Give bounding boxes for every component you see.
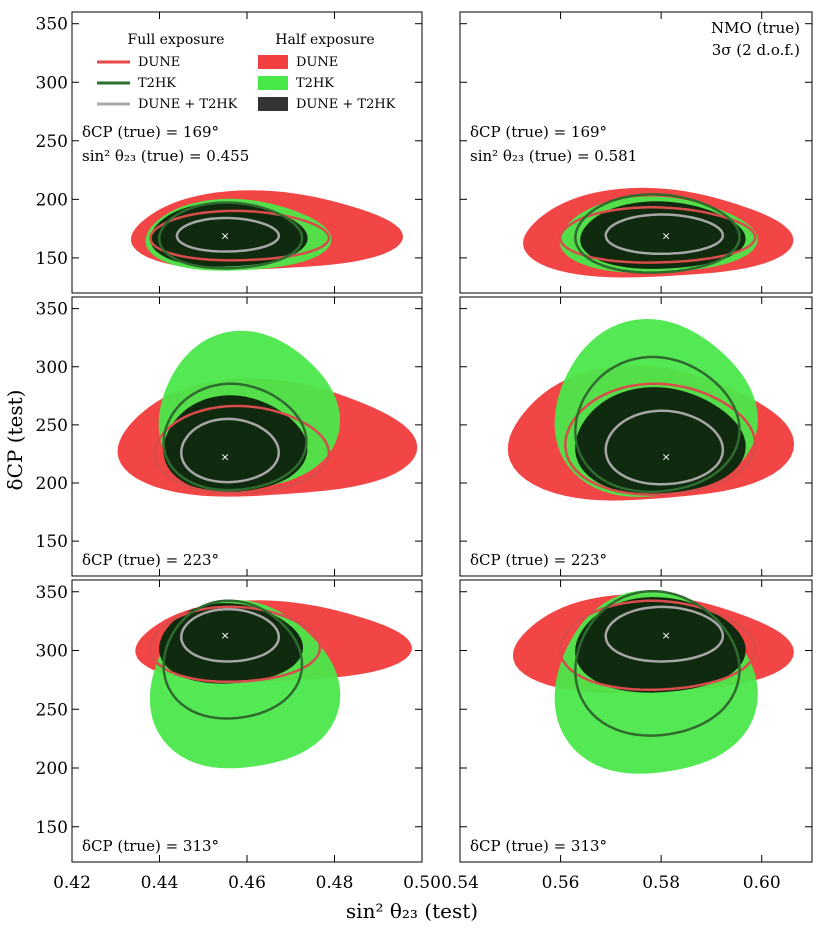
full-dune-contour <box>558 206 757 264</box>
y-tick-label: 350 <box>36 15 68 35</box>
true-s23-label: sin² θ₂₃ (true) = 0.455 <box>82 147 249 165</box>
half-combined-region <box>159 603 303 684</box>
x-axis-title: sin² θ₂₃ (test) <box>346 899 478 923</box>
y-tick-label: 300 <box>36 642 68 662</box>
panel-1-0: × <box>117 330 418 497</box>
half-combined-region <box>575 597 746 693</box>
true-dcp-label: δCP (true) = 169° <box>470 123 607 141</box>
true-dcp-label: δCP (true) = 169° <box>82 123 219 141</box>
y-tick-label: 250 <box>36 416 68 436</box>
y-tick-label: 300 <box>36 358 68 378</box>
panel-1-1: × <box>507 319 795 501</box>
full-combined-contour <box>175 216 281 253</box>
full-combined-contour <box>180 417 280 484</box>
y-tick-label: 250 <box>36 700 68 720</box>
panel-frame <box>459 296 813 577</box>
legend-full-title: Full exposure <box>128 32 225 48</box>
x-tick-label: 0.56 <box>542 873 580 893</box>
half-combined-region <box>150 202 308 267</box>
x-tick-label: 0.50 <box>403 873 441 893</box>
sigma-note: 3σ (2 d.o.f.) <box>712 41 800 59</box>
full-t2hk-contour <box>574 590 741 737</box>
true-s23-label: sin² θ₂₃ (true) = 0.581 <box>470 147 637 165</box>
true-point-marker: × <box>221 450 230 463</box>
y-axis-title: δCP (test) <box>3 390 27 491</box>
y-tick-label: 350 <box>36 300 68 320</box>
y-tick-label: 300 <box>36 73 68 93</box>
true-point-marker: × <box>221 629 230 642</box>
y-tick-label: 200 <box>36 474 68 494</box>
panel-2-1: × <box>512 590 794 774</box>
true-dcp-label: δCP (true) = 313° <box>470 837 607 855</box>
panel-frame <box>459 579 813 863</box>
legend-half-label: T2HK <box>296 76 334 91</box>
full-t2hk-contour <box>574 193 741 274</box>
legend-half-swatch <box>258 97 288 111</box>
y-tick-label: 350 <box>36 583 68 603</box>
true-point-marker: × <box>221 230 230 243</box>
panel-0-1: × <box>523 187 794 278</box>
ordering-note: NMO (true) <box>711 19 800 37</box>
full-combined-contour <box>604 213 725 256</box>
legend-full-label: T2HK <box>138 76 176 91</box>
legend-half-swatch <box>258 55 288 69</box>
full-combined-contour <box>604 409 725 486</box>
x-tick-label: 0.44 <box>141 873 179 893</box>
panels-layer: × 150 200 250 300 350 δCP (true) = 169° sin² θ₂… <box>36 11 813 893</box>
true-dcp-label: δCP (true) = 313° <box>82 837 219 855</box>
legend-full-label: DUNE + T2HK <box>138 97 238 112</box>
true-dcp-label: δCP (true) = 223° <box>82 551 219 569</box>
y-tick-label: 150 <box>36 249 68 269</box>
full-dune-contour <box>149 605 322 684</box>
y-tick-label: 200 <box>36 759 68 779</box>
legend-half-swatch <box>258 76 288 90</box>
y-tick-label: 200 <box>36 190 68 210</box>
x-tick-label: 0.58 <box>642 873 680 893</box>
true-point-marker: × <box>662 629 671 642</box>
legend-full-label: DUNE <box>138 55 180 70</box>
full-t2hk-contour <box>162 382 308 492</box>
y-tick-label: 250 <box>36 132 68 152</box>
legend-half-title: Half exposure <box>275 32 374 48</box>
panel-frame <box>459 11 813 294</box>
full-combined-contour <box>604 605 725 663</box>
full-t2hk-contour <box>574 355 741 494</box>
legend-half-label: DUNE <box>296 55 338 70</box>
full-combined-contour <box>180 608 280 663</box>
full-t2hk-contour <box>162 599 304 720</box>
y-tick-label: 150 <box>36 818 68 838</box>
y-tick-label: 150 <box>36 532 68 552</box>
panel-2-0: × <box>135 599 412 769</box>
full-t2hk-contour <box>157 201 304 270</box>
panel-0-0: × <box>130 190 403 271</box>
true-dcp-label: δCP (true) = 223° <box>470 551 607 569</box>
half-combined-region <box>575 387 746 494</box>
legend-half-label: DUNE + T2HK <box>296 97 396 112</box>
x-tick-label: 0.48 <box>316 873 354 893</box>
x-tick-label: 0.54 <box>441 873 479 893</box>
x-tick-label: 0.42 <box>53 873 91 893</box>
true-point-marker: × <box>662 450 671 463</box>
x-tick-label: 0.46 <box>228 873 266 893</box>
full-dune-contour <box>153 404 331 495</box>
full-dune-contour <box>563 382 757 496</box>
legend: Full exposure Half exposure DUNE T2HK DUNE +… <box>97 32 396 112</box>
true-point-marker: × <box>662 230 671 243</box>
x-tick-label: 0.60 <box>743 873 781 893</box>
half-combined-region <box>580 201 746 269</box>
